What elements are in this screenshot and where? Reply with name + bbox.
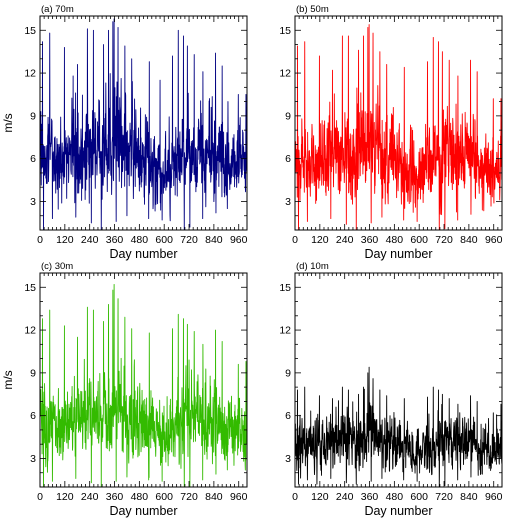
series-line: [295, 366, 502, 487]
y-tick-label: 6: [285, 153, 291, 165]
x-tick-label: 240: [81, 234, 99, 246]
x-tick-label: 360: [106, 234, 124, 246]
y-tick-label: 12: [24, 325, 36, 337]
x-tick-label: 240: [336, 491, 354, 503]
panel-b: 0 120 240 360 480 600 720 840 960 3 6 9 12 15 (b) 50m…: [279, 4, 502, 261]
x-tick-label: 720: [435, 491, 453, 503]
y-tick-label: 6: [30, 410, 36, 422]
x-tick-label: 960: [485, 491, 503, 503]
x-tick-label: 0: [292, 491, 298, 503]
series-line: [40, 18, 247, 230]
y-tick-label: 6: [30, 153, 36, 165]
panel-d: 0 120 240 360 480 600 720 840 960 3 6 9 12 15 (d) 10m…: [279, 261, 502, 518]
y-tick-label: 3: [285, 196, 291, 208]
y-tick-label: 15: [24, 282, 36, 294]
panel-c: 0 120 240 360 480 600 720 840 960 3 6 9 12 15 (c) 30m…: [1, 261, 248, 518]
x-tick-label: 120: [56, 491, 74, 503]
x-tick-label: 120: [311, 234, 329, 246]
y-tick-label: 9: [30, 367, 36, 379]
x-tick-label: 240: [81, 491, 99, 503]
x-axis-label: Day number: [109, 247, 177, 261]
x-tick-label: 480: [386, 234, 404, 246]
y-tick-label: 3: [285, 453, 291, 465]
y-tick-label: 9: [285, 110, 291, 122]
y-tick-label: 12: [24, 68, 36, 80]
x-tick-label: 600: [155, 234, 173, 246]
series-line: [40, 283, 247, 487]
x-tick-label: 240: [336, 234, 354, 246]
x-tick-label: 480: [131, 234, 149, 246]
x-tick-label: 600: [410, 491, 428, 503]
series-line: [295, 24, 502, 230]
x-tick-label: 120: [56, 234, 74, 246]
panel-label: (b) 50m: [296, 4, 329, 15]
y-tick-label: 9: [285, 367, 291, 379]
y-tick-label: 3: [30, 453, 36, 465]
x-tick-label: 960: [230, 491, 248, 503]
x-tick-label: 360: [361, 234, 379, 246]
panel-label: (d) 10m: [296, 261, 329, 272]
x-tick-label: 960: [485, 234, 503, 246]
panel-a: 0 120 240 360 480 600 720 840 960 3 6 9 12 15 (a) 70m…: [1, 4, 248, 261]
x-axis-label: Day number: [364, 247, 432, 261]
y-tick-label: 15: [24, 25, 36, 37]
x-axis-label: Day number: [364, 504, 432, 518]
x-tick-label: 360: [106, 491, 124, 503]
y-tick-label: 15: [279, 282, 291, 294]
x-axis-label: Day number: [109, 504, 177, 518]
x-tick-label: 720: [180, 491, 198, 503]
x-tick-label: 480: [131, 491, 149, 503]
x-tick-label: 600: [410, 234, 428, 246]
y-tick-label: 12: [279, 325, 291, 337]
x-tick-label: 0: [292, 234, 298, 246]
panel-label: (c) 30m: [41, 261, 73, 272]
x-tick-label: 840: [460, 491, 478, 503]
x-tick-label: 840: [460, 234, 478, 246]
panel-label: (a) 70m: [41, 4, 74, 15]
x-tick-label: 840: [205, 234, 223, 246]
x-tick-label: 960: [230, 234, 248, 246]
x-tick-label: 720: [435, 234, 453, 246]
y-axis-label: m/s: [1, 370, 15, 389]
x-tick-label: 0: [37, 234, 43, 246]
y-tick-label: 9: [30, 110, 36, 122]
x-tick-label: 0: [37, 491, 43, 503]
x-tick-label: 480: [386, 491, 404, 503]
x-tick-label: 120: [311, 491, 329, 503]
y-tick-label: 3: [30, 196, 36, 208]
y-tick-label: 12: [279, 68, 291, 80]
x-tick-label: 840: [205, 491, 223, 503]
y-tick-label: 15: [279, 25, 291, 37]
y-tick-label: 6: [285, 410, 291, 422]
x-tick-label: 600: [155, 491, 173, 503]
y-axis-label: m/s: [1, 113, 15, 132]
x-tick-label: 720: [180, 234, 198, 246]
x-tick-label: 360: [361, 491, 379, 503]
